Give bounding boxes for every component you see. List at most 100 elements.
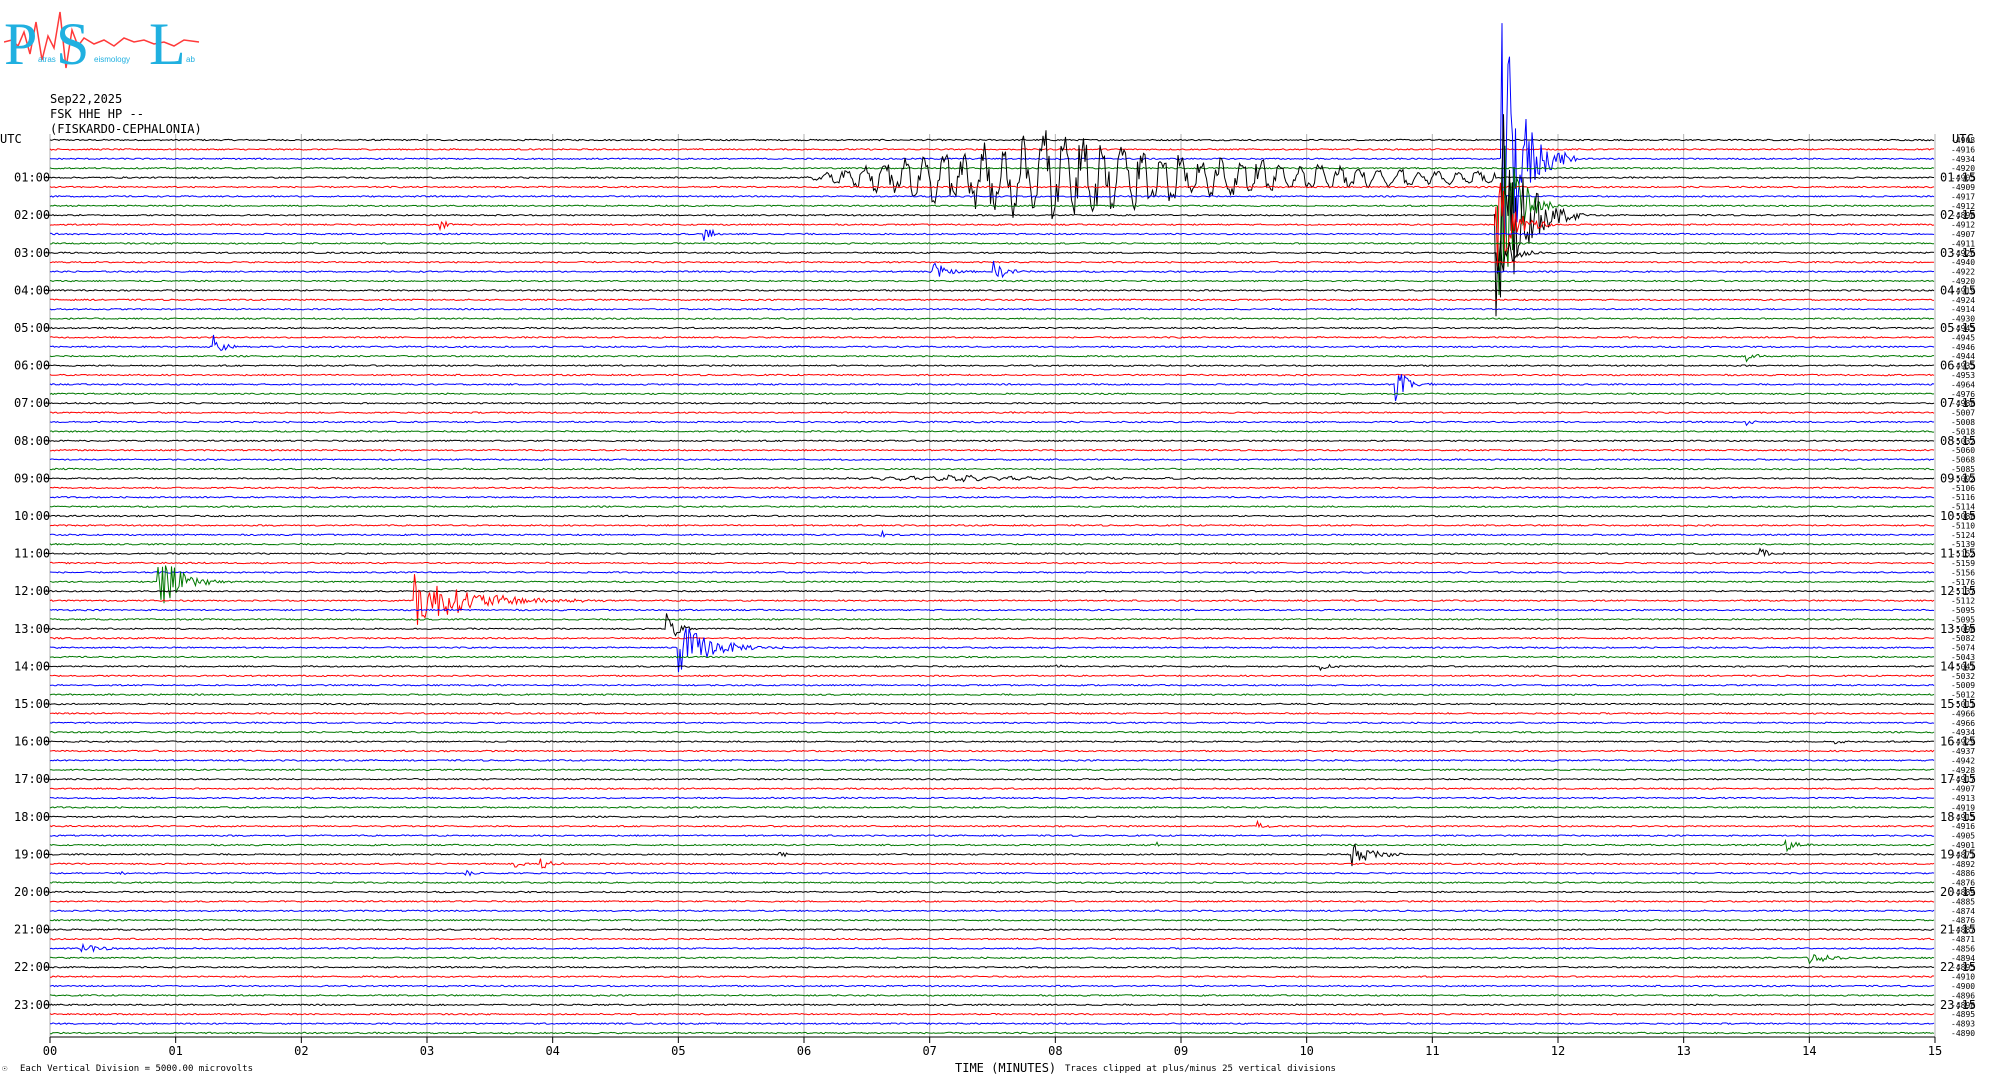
trace-72 [49,815,1935,819]
trace-58 [49,683,1935,687]
trace-39 [49,505,1935,508]
trace-offset-23: -4944 [1951,352,1975,361]
hour-label-right-5: 06:15 [1940,359,1976,373]
hour-label-right-11: 12:15 [1940,584,1976,598]
trace-56 [49,663,1935,672]
trace-offset-56: -5041 [1951,662,1975,671]
trace-offset-11: -4911 [1951,239,1975,248]
trace-offset-20: -4945 [1951,324,1975,333]
hour-label-right-20: 21:15 [1940,923,1976,937]
trace-74 [49,834,1935,837]
header-location: (FISKARDO-CEPHALONIA) [50,122,202,136]
trace-23 [49,353,1934,363]
trace-47 [49,565,1935,604]
trace-26 [49,374,1935,402]
hour-label-left-3: 04:00 [14,283,50,297]
trace-offset-9: -4912 [1951,221,1975,230]
hour-label-left-9: 10:00 [14,509,50,523]
trace-35 [49,467,1935,471]
trace-offset-22: -4946 [1951,343,1975,352]
trace-78 [49,869,1935,877]
grid-lines [44,134,1936,1043]
logo-wave [4,11,200,69]
trace-80 [49,890,1935,894]
trace-offset-55: -5043 [1951,653,1975,662]
hour-label-left-1: 02:00 [14,208,50,222]
hour-label-left-12: 13:00 [14,622,50,636]
x-tick-10: 10 [1299,1044,1313,1058]
trace-offset-43: -5139 [1951,540,1975,549]
trace-50 [49,608,1935,612]
hour-label-right-17: 18:15 [1940,810,1976,824]
trace-75 [49,838,1935,853]
trace-95 [50,1031,1935,1035]
trace-offset-35: -5085 [1951,465,1975,474]
trace-88 [49,965,1935,969]
trace-offset-64: -4929 [1951,738,1975,747]
hour-label-right-1: 02:15 [1940,208,1976,222]
trace-81 [49,900,1935,903]
x-tick-13: 13 [1676,1044,1690,1058]
trace-offset-66: -4942 [1951,756,1975,765]
trace-68 [50,777,1935,781]
trace-offset-54: -5074 [1951,644,1975,653]
trace-group [49,23,1935,1035]
trace-89 [50,975,1935,978]
trace-73 [49,819,1935,829]
trace-offset-57: -5032 [1951,672,1975,681]
hour-label-right-12: 13:15 [1940,622,1976,636]
trace-offset-21: -4945 [1951,333,1975,342]
trace-12 [49,240,1935,274]
trace-61 [49,712,1935,715]
trace-57 [49,674,1934,678]
trace-offset-82: -4874 [1951,907,1975,916]
trace-offset-71: -4919 [1951,803,1975,812]
trace-67 [49,768,1935,772]
trace-27 [49,392,1935,396]
hour-label-left-16: 17:00 [14,772,50,786]
hour-label-left-19: 20:00 [14,885,50,899]
logo-letter-l: L [149,11,186,74]
trace-77 [49,858,1935,869]
trace-41 [49,524,1935,527]
trace-offset-90: -4900 [1951,982,1975,991]
trace-offset-10: -4907 [1951,230,1975,239]
trace-offset-70: -4913 [1951,794,1975,803]
hour-label-left-13: 14:00 [14,659,50,673]
hour-label-left-18: 19:00 [14,847,50,861]
x-tick-11: 11 [1425,1044,1439,1058]
trace-62 [49,721,1935,725]
hour-label-right-2: 03:15 [1940,246,1976,260]
hour-label-left-8: 09:00 [14,471,50,485]
trace-offset-63: -4934 [1951,728,1975,737]
hour-label-right-14: 15:15 [1940,697,1976,711]
hour-label-right-4: 05:15 [1940,321,1976,335]
hour-label-right-6: 07:15 [1940,396,1976,410]
logo-word-eismology: eismology [94,55,130,64]
trace-offset-7: -4912 [1951,202,1975,211]
trace-offset-74: -4905 [1951,832,1975,841]
hour-label-right-8: 09:15 [1940,471,1976,485]
trace-offset-18: -4914 [1951,305,1975,314]
trace-offset-16: -4919 [1951,286,1975,295]
trace-51 [49,618,1935,621]
trace-offset-46: -5156 [1951,568,1975,577]
x-tick-02: 02 [294,1044,308,1058]
trace-offset-76: -4871 [1951,850,1975,859]
hour-label-right-3: 04:15 [1940,283,1976,297]
trace-38 [49,495,1935,499]
trace-offset-44: -5152 [1951,550,1975,559]
trace-offset-41: -5110 [1951,521,1975,530]
trace-44 [49,547,1935,558]
x-tick-14: 14 [1802,1044,1816,1058]
trace-offset-94: -4893 [1951,1020,1975,1029]
x-tick-03: 03 [420,1044,434,1058]
trace-37 [49,486,1934,490]
hour-label-left-20: 21:00 [14,923,50,937]
hour-label-left-15: 16:00 [14,735,50,749]
hour-label-left-6: 07:00 [14,396,50,410]
trace-offset-86: -4856 [1951,944,1975,953]
trace-offset-93: -4895 [1951,1010,1975,1019]
trace-70 [49,796,1935,800]
